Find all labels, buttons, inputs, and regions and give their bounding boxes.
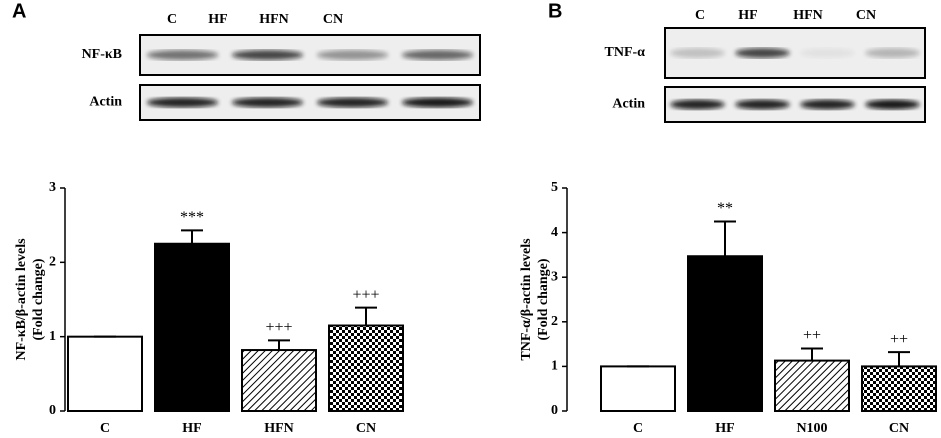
x-tick-label: C bbox=[633, 421, 643, 436]
panel-label: A bbox=[12, 0, 26, 22]
blot-band bbox=[735, 99, 790, 110]
x-tick-label: HFN bbox=[264, 421, 294, 436]
significance: +++ bbox=[352, 286, 379, 303]
lane-label: HFN bbox=[259, 12, 289, 27]
x-tick-label: N100 bbox=[796, 421, 827, 436]
error-bar bbox=[355, 306, 377, 326]
y-tick-label: 5 bbox=[551, 180, 558, 195]
blot-band bbox=[231, 50, 304, 60]
blot-band bbox=[865, 48, 920, 58]
y-tick-label: 3 bbox=[49, 180, 56, 195]
blot-band bbox=[231, 97, 304, 108]
panel-label: B bbox=[548, 0, 562, 22]
blot-band bbox=[316, 50, 389, 60]
blot-row-label: TNF-α bbox=[605, 45, 646, 60]
bar bbox=[774, 359, 850, 412]
lane-label: HF bbox=[208, 12, 227, 27]
significance: +++ bbox=[265, 319, 292, 336]
bar bbox=[67, 335, 143, 412]
x-tick-label: CN bbox=[356, 421, 376, 436]
lane-label: CN bbox=[323, 12, 343, 27]
y-tick-label: 4 bbox=[551, 225, 558, 240]
blot-row-label: NF-κB bbox=[82, 47, 122, 62]
significance: ** bbox=[717, 200, 733, 217]
y-tick-label: 1 bbox=[49, 329, 56, 344]
x-tick-label: HF bbox=[715, 421, 734, 436]
lane-label: C bbox=[167, 12, 177, 27]
blot-band bbox=[316, 97, 389, 108]
blot-band bbox=[146, 97, 219, 108]
y-tick-label: 0 bbox=[551, 403, 558, 418]
blot-band bbox=[800, 99, 855, 110]
lane-label: CN bbox=[856, 8, 876, 23]
lane-label: HFN bbox=[793, 8, 823, 23]
error-bar bbox=[181, 229, 203, 244]
blot-band bbox=[401, 97, 474, 108]
blot-row-label: Actin bbox=[612, 97, 645, 112]
significance: *** bbox=[180, 209, 204, 226]
blot-row-label: Actin bbox=[89, 95, 122, 110]
y-axis-label: (Fold change) bbox=[536, 258, 551, 340]
x-tick-label: C bbox=[100, 421, 110, 436]
y-axis-label: NF-κB/β-actin levels bbox=[14, 238, 29, 361]
blot-band bbox=[401, 50, 474, 60]
bar bbox=[241, 349, 317, 412]
blot-band bbox=[146, 50, 219, 60]
blot-band bbox=[670, 99, 725, 110]
significance: ++ bbox=[803, 327, 821, 344]
error-bar bbox=[268, 339, 290, 351]
lane-label: C bbox=[695, 8, 705, 23]
y-tick-label: 0 bbox=[49, 403, 56, 418]
error-bar bbox=[714, 220, 736, 257]
bar bbox=[687, 255, 763, 412]
y-axis-label: TNF-α/β-actin levels bbox=[519, 238, 534, 361]
blot-band bbox=[800, 48, 855, 58]
error-bar bbox=[801, 347, 823, 361]
y-tick-label: 3 bbox=[551, 269, 558, 284]
bar bbox=[600, 365, 676, 412]
significance: ++ bbox=[890, 331, 908, 348]
x-tick-label: HF bbox=[182, 421, 201, 436]
x-tick-label: CN bbox=[889, 421, 909, 436]
y-tick-label: 2 bbox=[49, 255, 56, 270]
y-tick-label: 2 bbox=[551, 314, 558, 329]
y-tick-label: 1 bbox=[551, 359, 558, 374]
bar bbox=[154, 242, 230, 412]
lane-label: HF bbox=[738, 8, 757, 23]
blot-band bbox=[865, 99, 920, 110]
blot-band bbox=[670, 48, 725, 58]
blot-band bbox=[735, 48, 790, 58]
error-bar bbox=[888, 351, 910, 367]
y-axis-label: (Fold change) bbox=[31, 258, 46, 340]
bar bbox=[861, 365, 937, 412]
bar bbox=[328, 324, 404, 412]
